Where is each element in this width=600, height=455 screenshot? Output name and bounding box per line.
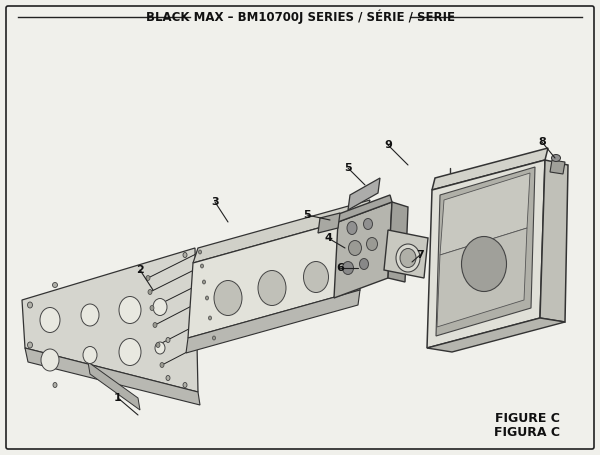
Ellipse shape — [364, 218, 373, 229]
Ellipse shape — [148, 289, 152, 294]
Ellipse shape — [212, 336, 215, 340]
Ellipse shape — [359, 258, 368, 269]
Ellipse shape — [203, 280, 205, 284]
Ellipse shape — [209, 316, 212, 320]
Polygon shape — [388, 202, 408, 282]
Ellipse shape — [28, 342, 32, 348]
Text: FIGURE C: FIGURE C — [495, 411, 560, 425]
Polygon shape — [193, 200, 370, 263]
Ellipse shape — [119, 297, 141, 324]
Ellipse shape — [200, 264, 203, 268]
Ellipse shape — [367, 238, 377, 251]
Ellipse shape — [199, 250, 202, 254]
Polygon shape — [186, 290, 360, 353]
Ellipse shape — [28, 302, 32, 308]
Text: BLACK MAX – BM10700J SERIES / SÉRIE / SERIE: BLACK MAX – BM10700J SERIES / SÉRIE / SE… — [146, 10, 455, 24]
Polygon shape — [334, 202, 392, 298]
Ellipse shape — [155, 342, 165, 354]
Ellipse shape — [304, 262, 329, 293]
Ellipse shape — [461, 237, 506, 292]
Ellipse shape — [183, 383, 187, 388]
Text: 1: 1 — [114, 393, 122, 403]
Ellipse shape — [347, 222, 357, 234]
Text: 7: 7 — [416, 250, 424, 260]
Ellipse shape — [400, 248, 416, 268]
Polygon shape — [437, 228, 527, 327]
Polygon shape — [550, 160, 565, 174]
Polygon shape — [432, 148, 548, 190]
Polygon shape — [348, 178, 380, 210]
Ellipse shape — [166, 338, 170, 343]
Ellipse shape — [53, 383, 57, 388]
Ellipse shape — [81, 304, 99, 326]
Ellipse shape — [183, 253, 187, 258]
Ellipse shape — [156, 343, 160, 348]
Ellipse shape — [166, 375, 170, 380]
Ellipse shape — [146, 275, 150, 280]
Text: 4: 4 — [324, 233, 332, 243]
Ellipse shape — [41, 349, 59, 371]
Polygon shape — [188, 215, 365, 338]
Ellipse shape — [343, 257, 361, 279]
Polygon shape — [427, 160, 545, 348]
Text: 5: 5 — [303, 210, 311, 220]
Polygon shape — [436, 167, 535, 336]
Ellipse shape — [343, 262, 353, 274]
Ellipse shape — [83, 347, 97, 364]
Ellipse shape — [349, 241, 361, 256]
Ellipse shape — [119, 339, 141, 365]
Text: 8: 8 — [538, 137, 546, 147]
Ellipse shape — [551, 155, 560, 162]
Ellipse shape — [205, 296, 209, 300]
Ellipse shape — [396, 244, 420, 272]
Text: 6: 6 — [336, 263, 344, 273]
Polygon shape — [440, 173, 530, 255]
Ellipse shape — [153, 298, 167, 315]
Polygon shape — [318, 213, 340, 233]
Ellipse shape — [258, 271, 286, 305]
Text: 3: 3 — [211, 197, 219, 207]
Ellipse shape — [150, 305, 154, 310]
Polygon shape — [22, 248, 198, 392]
Ellipse shape — [153, 323, 157, 328]
Text: 5: 5 — [344, 163, 352, 173]
Text: FIGURA C: FIGURA C — [494, 425, 560, 439]
Ellipse shape — [53, 283, 58, 288]
Ellipse shape — [214, 280, 242, 315]
Polygon shape — [88, 362, 140, 410]
Ellipse shape — [40, 308, 60, 333]
Polygon shape — [25, 348, 200, 405]
Polygon shape — [540, 160, 568, 322]
Text: 9: 9 — [384, 140, 392, 150]
FancyBboxPatch shape — [6, 6, 594, 449]
Text: 2: 2 — [136, 265, 144, 275]
Polygon shape — [384, 230, 428, 278]
Polygon shape — [427, 318, 565, 352]
Polygon shape — [336, 195, 392, 222]
Ellipse shape — [160, 363, 164, 368]
